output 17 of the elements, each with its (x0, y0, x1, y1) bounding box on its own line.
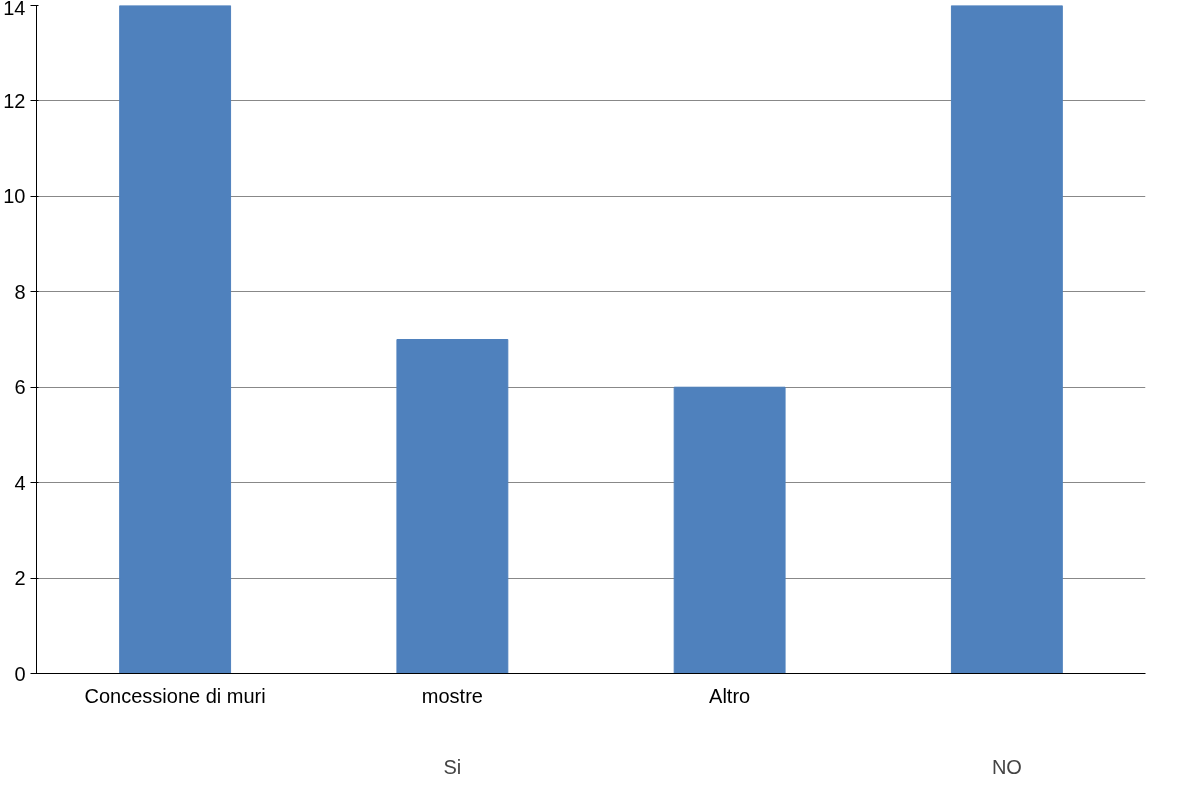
y-tick-label: 12 (3, 89, 26, 112)
y-tick-label: 10 (3, 185, 26, 208)
bar (950, 5, 1063, 674)
bar (396, 339, 509, 674)
y-tick-label: 8 (14, 280, 26, 303)
y-tick-label: 4 (14, 471, 26, 494)
x-tick-label: Concessione di muri (84, 684, 266, 707)
bar (673, 386, 786, 674)
text: Si (443, 755, 462, 778)
x-tick-label: mostre (421, 684, 483, 707)
bar (119, 5, 232, 674)
text: NO (991, 755, 1022, 778)
y-tick-label: 2 (14, 567, 26, 590)
x-tick-label: Altro (709, 684, 751, 707)
y-tick-label: 14 (3, 0, 26, 19)
y-tick-label: 6 (14, 376, 26, 399)
y-tick-label: 0 (14, 662, 26, 685)
